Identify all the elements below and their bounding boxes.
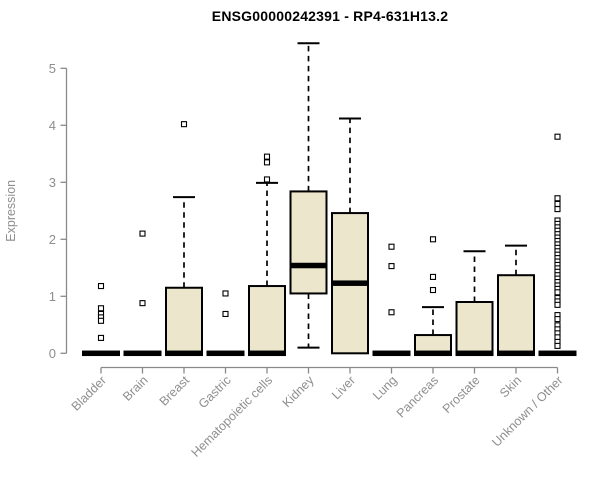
median-line <box>165 350 203 357</box>
outlier-point <box>97 317 105 324</box>
iqr-box <box>455 301 494 355</box>
outlier-point <box>139 300 146 307</box>
y-axis-title: Expression <box>4 180 18 242</box>
iqr-box <box>165 286 203 355</box>
iqr-box <box>289 190 328 295</box>
median-line <box>455 350 494 357</box>
iqr-box <box>497 274 535 355</box>
y-tick-label: 2 <box>49 232 56 247</box>
median-line <box>289 262 328 269</box>
outlier-point <box>263 159 271 166</box>
outlier-point <box>554 200 561 208</box>
category-label: Skin <box>497 373 524 400</box>
outlier-point <box>554 316 561 323</box>
category-label: Brain <box>120 373 151 404</box>
outlier-point <box>222 290 229 297</box>
outlier-point <box>554 195 561 202</box>
collapsed-box-bar <box>206 350 245 357</box>
outlier-point <box>263 176 271 183</box>
category-label: Hematopoietic cells <box>189 373 276 460</box>
median-line <box>414 350 452 357</box>
outlier-point <box>554 133 561 140</box>
category-label: Gastric <box>196 373 234 411</box>
category-label: Lung <box>370 373 400 403</box>
median-line <box>331 280 369 286</box>
y-tick-label: 3 <box>49 175 56 190</box>
iqr-box <box>248 285 286 355</box>
outlier-point <box>554 289 561 296</box>
median-line <box>497 350 535 357</box>
category-label: Breast <box>157 373 193 409</box>
y-tick-label: 1 <box>49 289 56 304</box>
y-tick-label: 4 <box>49 118 56 133</box>
outlier-point <box>97 334 105 341</box>
outlier-point <box>429 273 437 280</box>
collapsed-box-bar <box>372 350 411 357</box>
median-line <box>248 350 286 357</box>
category-label: Liver <box>329 373 358 402</box>
outlier-point <box>554 301 561 308</box>
category-label: Prostate <box>440 373 483 416</box>
outlier-point <box>222 310 229 318</box>
outlier-point <box>388 243 395 250</box>
outlier-point <box>429 286 437 294</box>
collapsed-box-bar <box>123 350 162 357</box>
category-label: Bladder <box>69 373 109 413</box>
outlier-point <box>388 263 395 270</box>
outlier-point <box>388 309 395 316</box>
chart-title: ENSG00000242391 - RP4-631H13.2 <box>211 8 449 24</box>
collapsed-box-bar <box>538 350 577 357</box>
category-label: Kidney <box>280 373 317 410</box>
outlier-point <box>139 230 146 237</box>
category-label: Pancreas <box>394 373 441 420</box>
outlier-point <box>263 153 271 160</box>
outlier-point <box>97 305 105 312</box>
collapsed-box-bar <box>82 350 120 357</box>
category-label: Unknown / Other <box>489 373 565 449</box>
y-tick-label: 0 <box>49 346 56 361</box>
outlier-point <box>97 282 105 290</box>
y-tick-label: 5 <box>49 61 56 76</box>
outlier-point <box>554 206 561 213</box>
outlier-point <box>429 236 437 243</box>
outlier-point <box>554 342 561 349</box>
outlier-point <box>180 121 188 128</box>
